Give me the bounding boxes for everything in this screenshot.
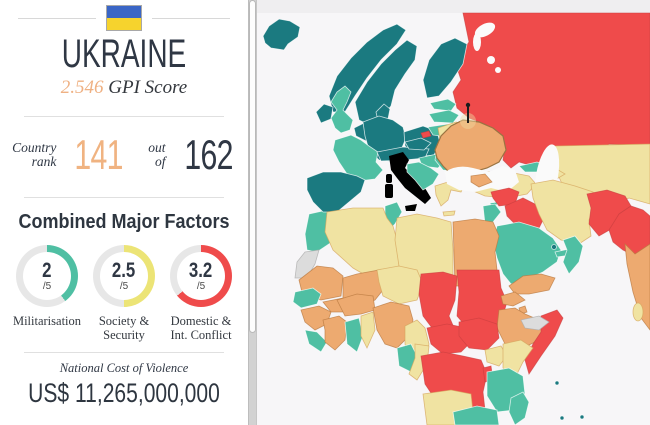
gauge-value: 3.2 [189, 259, 213, 282]
gauge-value: 2 [42, 259, 52, 282]
region-niger[interactable] [376, 265, 424, 305]
region-south-sudan[interactable] [458, 317, 500, 351]
gauge-value: 2.5 [112, 259, 136, 282]
national-cost-block: National Cost of Violence US$ 11,265,000… [0, 361, 248, 409]
gauge-denominator: /5 [42, 281, 52, 292]
region-zambia[interactable] [452, 405, 500, 425]
region-iran[interactable] [530, 179, 598, 245]
region-estonia[interactable] [429, 98, 457, 112]
region-pakistan[interactable] [608, 205, 650, 263]
map-top-band [257, 0, 650, 13]
region-latvia[interactable] [428, 109, 460, 124]
gauge-denominator: /5 [119, 281, 129, 292]
region-senegal[interactable] [292, 287, 322, 309]
region-sicily[interactable] [405, 204, 417, 211]
rank-value: 141 [74, 131, 124, 178]
region-ivory-coast[interactable] [322, 315, 348, 351]
region-balkans[interactable] [406, 161, 440, 191]
region-sierra-leone-liberia[interactable] [304, 329, 328, 353]
country-info-panel: UKRAINE 2.546 GPI Score Country rank 141… [0, 0, 248, 425]
gauge-label: Society & Security [98, 314, 150, 342]
ukraine-flag [106, 5, 142, 31]
region-kaliningrad[interactable] [420, 130, 432, 139]
lake-onega [495, 67, 501, 73]
scrollbar-thumb[interactable] [249, 0, 256, 333]
gauge-militarisation: 2 /5 Militarisation [11, 245, 83, 342]
region-corsica[interactable] [386, 174, 392, 183]
region-chad[interactable] [418, 271, 458, 333]
gauge-center: 2.5 /5 [100, 252, 148, 300]
flag-left-rule [18, 17, 96, 19]
factors-gauges-row: 2 /5 Militarisation 2.5 /5 Society & Sec… [0, 245, 248, 342]
region-czech-slovakia[interactable] [404, 137, 432, 151]
region-india[interactable] [624, 242, 650, 331]
region-ireland[interactable] [315, 103, 334, 124]
vertical-scrollbar[interactable] [248, 0, 257, 425]
gulf-of-bothnia [473, 33, 481, 51]
gpi-score-value: 2.546 [60, 77, 104, 98]
region-madagascar[interactable] [508, 391, 530, 425]
region-finland[interactable] [422, 37, 468, 99]
lake-ladoga [487, 56, 495, 64]
region-qatar[interactable] [551, 244, 557, 250]
region-sri-lanka[interactable] [632, 302, 644, 322]
region-togo-benin[interactable] [360, 311, 376, 349]
cost-value: US$ 11,265,000,000 [28, 378, 220, 408]
gauge-label: Militarisation [12, 314, 82, 328]
region-italy[interactable] [389, 152, 431, 204]
ukraine-marker-pin[interactable] [460, 102, 476, 129]
divider [24, 197, 224, 198]
region-uk[interactable] [330, 85, 354, 134]
cost-label: National Cost of Violence [59, 361, 189, 375]
gauge-ring: 2 /5 [16, 245, 78, 307]
region-france[interactable] [332, 134, 384, 182]
flag-right-rule [152, 17, 230, 19]
region-seychelles[interactable] [554, 380, 560, 386]
country-rank-row: Country rank 141 out of 162 [0, 129, 248, 181]
region-spain-portugal[interactable] [306, 171, 366, 213]
gauge-ring: 2.5 /5 [93, 245, 155, 307]
world-peace-map[interactable] [257, 0, 650, 425]
flag-row [18, 5, 230, 31]
gauge-center: 3.2 /5 [177, 252, 225, 300]
region-sardinia[interactable] [385, 184, 393, 198]
region-iceland[interactable] [262, 18, 301, 51]
white-sea [474, 22, 496, 38]
gauge-society-security: 2.5 /5 Society & Security [88, 245, 160, 342]
region-saudi-arabia[interactable] [492, 221, 562, 285]
region-oman[interactable] [562, 235, 584, 275]
rank-total: 162 [183, 131, 233, 178]
country-name: UKRAINE [61, 32, 187, 76]
divider [24, 116, 224, 117]
region-somaliland[interactable] [520, 315, 550, 331]
flag-blue-stripe [107, 6, 141, 18]
gauge-denominator: /5 [196, 281, 206, 292]
gpi-score-line: 2.546 GPI Score [0, 77, 248, 99]
region-comoros[interactable] [559, 415, 565, 421]
region-mauritius[interactable] [579, 414, 585, 420]
region-crete[interactable] [442, 210, 456, 217]
gauge-center: 2 /5 [23, 252, 71, 300]
rank-label: Country rank [12, 139, 57, 169]
gpi-score-label: GPI Score [108, 77, 188, 98]
gauge-domestic-conflict: 3.2 /5 Domestic & Int. Conflict [165, 245, 237, 342]
region-somalia[interactable] [524, 309, 564, 375]
factors-title: Combined Major Factors [18, 211, 230, 233]
region-congo[interactable] [408, 343, 430, 381]
rank-out-of-label: out of [148, 139, 166, 169]
gauge-label: Domestic & Int. Conflict [170, 314, 232, 342]
flag-yellow-stripe [107, 18, 141, 30]
region-crimea[interactable] [470, 173, 493, 188]
region-eritrea[interactable] [500, 291, 526, 307]
gauge-ring: 3.2 /5 [170, 245, 232, 307]
region-ghana[interactable] [344, 317, 364, 353]
divider [24, 352, 224, 353]
